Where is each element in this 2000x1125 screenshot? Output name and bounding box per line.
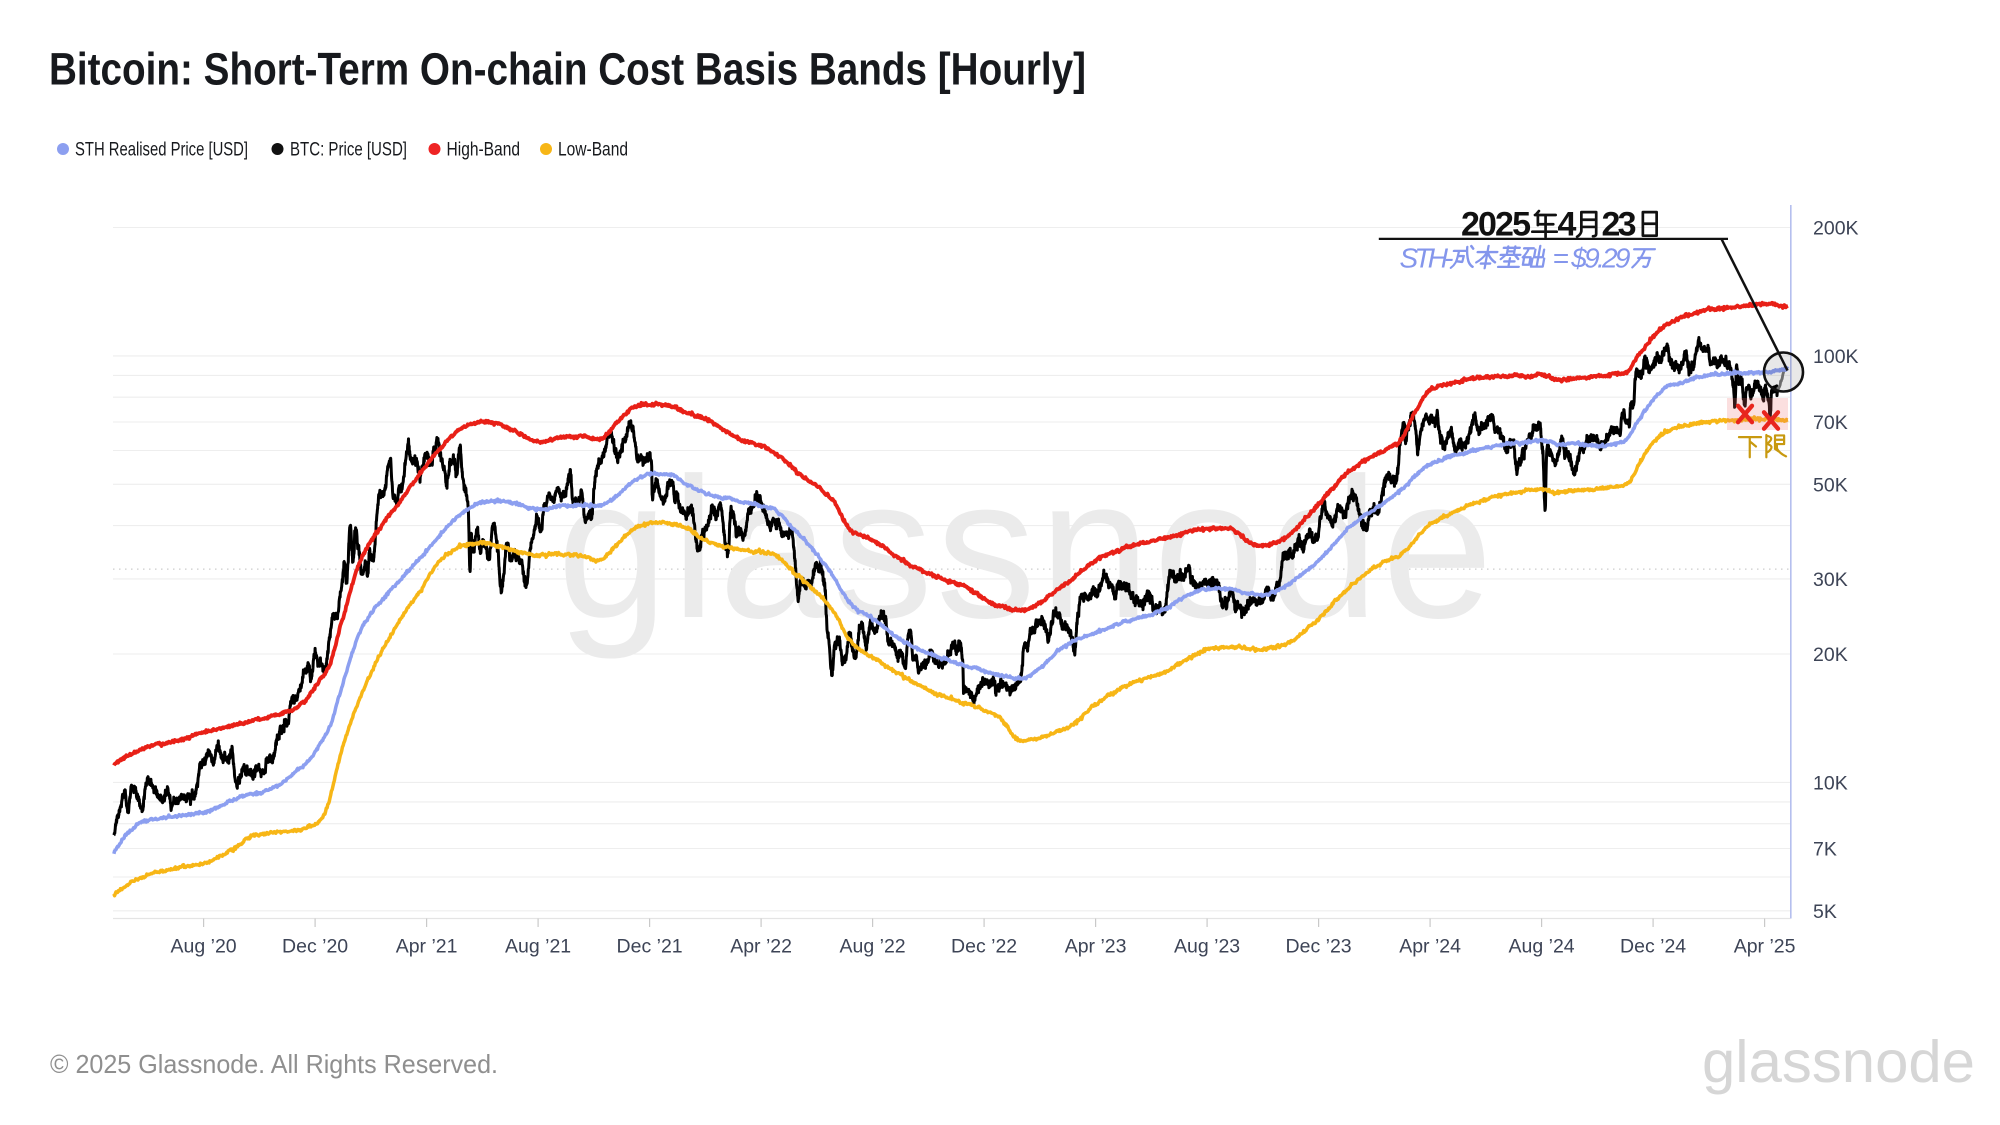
svg-text:STH Realised Price [USD]: STH Realised Price [USD] (75, 140, 248, 161)
svg-text:Aug ’24: Aug ’24 (1509, 936, 1575, 958)
svg-text:Aug ’20: Aug ’20 (171, 936, 237, 958)
svg-text:30K: 30K (1813, 569, 1848, 591)
svg-text:glassnode: glassnode (1702, 1029, 1975, 1095)
svg-text:© 2025 Glassnode. All Rights R: © 2025 Glassnode. All Rights Reserved. (50, 1049, 498, 1079)
svg-text:Aug ’23: Aug ’23 (1174, 936, 1240, 958)
svg-text:7K: 7K (1813, 839, 1837, 861)
svg-text:Dec ’23: Dec ’23 (1286, 936, 1352, 958)
svg-text:Apr ’21: Apr ’21 (396, 936, 458, 958)
svg-text:STH-: STH- (1400, 243, 1454, 274)
svg-text:Aug ’21: Aug ’21 (505, 936, 571, 958)
svg-text:Apr ’23: Apr ’23 (1065, 936, 1127, 958)
svg-text:High-Band: High-Band (447, 140, 521, 161)
svg-text:20K: 20K (1813, 644, 1848, 666)
svg-text:70K: 70K (1813, 412, 1848, 434)
svg-text:= $9.29: = $9.29 (1553, 243, 1631, 274)
svg-text:Dec ’21: Dec ’21 (617, 936, 683, 958)
svg-text:Dec ’22: Dec ’22 (951, 936, 1017, 958)
svg-text:Apr ’25: Apr ’25 (1734, 936, 1796, 958)
svg-text:Apr ’22: Apr ’22 (730, 936, 792, 958)
svg-text:100K: 100K (1813, 346, 1859, 368)
svg-text:BTC: Price [USD]: BTC: Price [USD] (290, 140, 407, 161)
svg-text:Dec ’20: Dec ’20 (282, 936, 348, 958)
svg-text:200K: 200K (1813, 218, 1859, 240)
svg-text:4: 4 (1558, 206, 1577, 244)
svg-text:Dec ’24: Dec ’24 (1620, 936, 1686, 958)
svg-text:Low-Band: Low-Band (558, 140, 628, 161)
svg-text:Aug ’22: Aug ’22 (840, 936, 906, 958)
svg-text:10K: 10K (1813, 772, 1848, 794)
svg-text:Apr ’24: Apr ’24 (1399, 936, 1461, 958)
svg-text:2025: 2025 (1461, 206, 1531, 244)
svg-text:Bitcoin: Short-Term On-chain C: Bitcoin: Short-Term On-chain Cost Basis … (49, 44, 1086, 95)
svg-text:glassnode: glassnode (557, 437, 1493, 660)
svg-text:50K: 50K (1813, 474, 1848, 496)
svg-text:5K: 5K (1813, 901, 1837, 923)
svg-text:23: 23 (1602, 206, 1637, 244)
